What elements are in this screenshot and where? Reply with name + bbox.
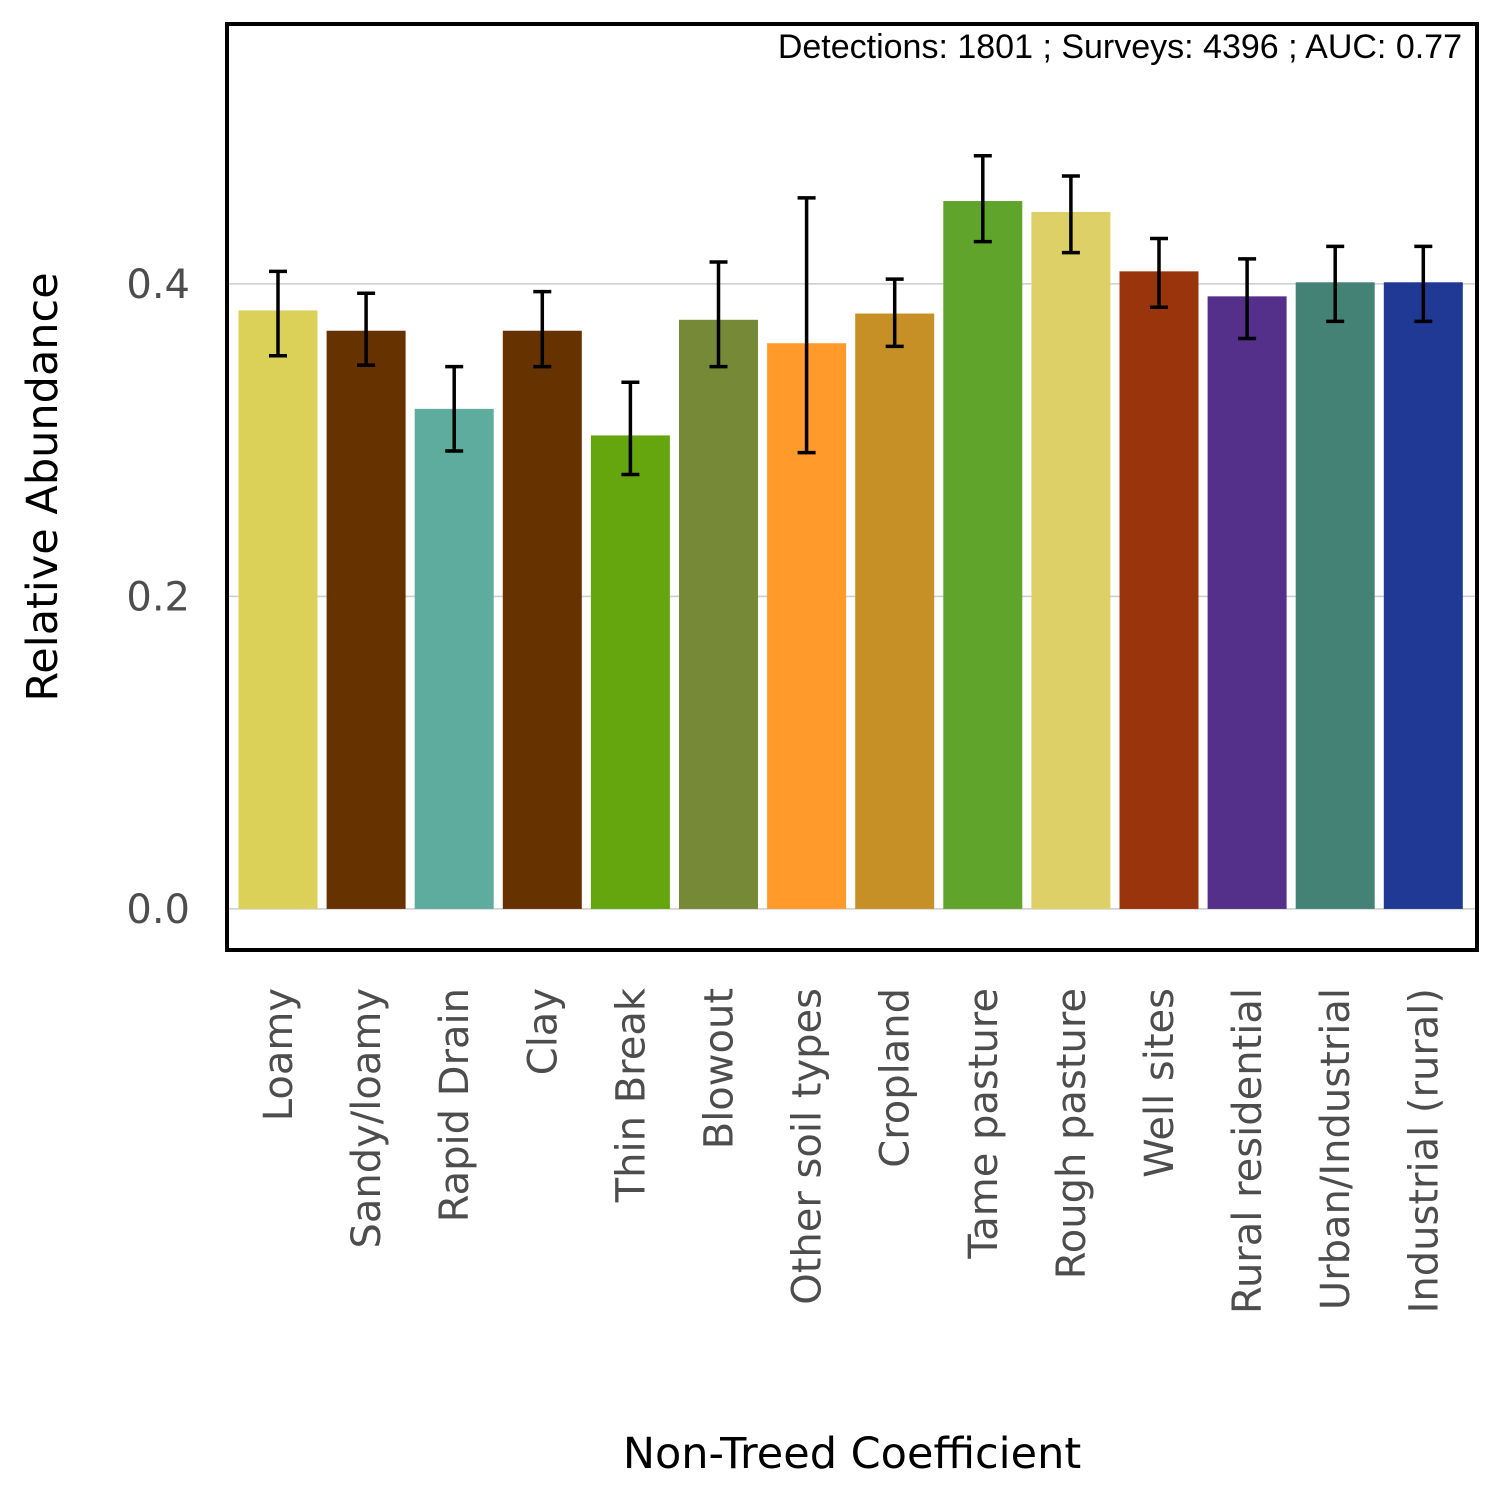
bar-10 [1119, 271, 1199, 909]
x-tick-label-5: Blowout [697, 988, 743, 1149]
x-tick-label-7: Cropland [873, 988, 919, 1168]
error-bar-4 [621, 380, 640, 477]
error-bar-0 [269, 269, 287, 358]
y-tick-label-0: 0.0 [126, 887, 190, 933]
bar-3 [502, 330, 582, 909]
error-bar-10 [1150, 236, 1168, 310]
x-tick-label-3: Clay [520, 988, 566, 1075]
x-tick-label-11: Rural residential [1225, 988, 1271, 1314]
x-tick-label-10: Well sites [1137, 988, 1183, 1178]
error-bar-6 [797, 196, 816, 455]
plot-frame [225, 22, 1479, 952]
error-bar-5 [709, 260, 728, 369]
error-bar-7 [885, 277, 904, 349]
error-bar-9 [1061, 174, 1080, 255]
error-bar-3 [533, 289, 552, 369]
y-axis-ticks: 0.0 0.2 0.4 [126, 262, 190, 933]
bar-0 [238, 310, 318, 909]
bar-12 [1295, 282, 1375, 909]
x-tick-label-9: Rough pasture [1049, 988, 1095, 1279]
error-bar-8 [973, 153, 992, 244]
x-tick-label-8: Tame pasture [961, 988, 1007, 1260]
error-bar-13 [1414, 244, 1433, 324]
y-tick-label-2: 0.4 [126, 262, 190, 308]
x-tick-label-6: Other soil types [785, 988, 831, 1305]
annotation-text: Detections: 1801 ; Surveys: 4396 ; AUC: … [778, 28, 1462, 66]
bars [238, 201, 1463, 909]
error-bar-1 [357, 291, 376, 367]
bar-8 [943, 201, 1023, 909]
bar-7 [855, 313, 935, 909]
x-tick-label-1: Sandy/loamy [344, 988, 390, 1249]
bar-4 [590, 435, 670, 909]
bar-5 [679, 319, 758, 909]
x-tick-label-4: Thin Break [608, 987, 654, 1203]
error-bar-12 [1326, 244, 1345, 324]
x-axis-labels: Loamy Sandy/loamy Rapid Drain Clay Thin Brea… [256, 987, 1447, 1314]
x-tick-label-13: Industrial (rural) [1401, 988, 1447, 1313]
error-bars [269, 153, 1433, 477]
x-tick-label-12: Urban/Industrial [1313, 988, 1359, 1310]
bar-13 [1383, 282, 1463, 909]
error-bar-11 [1238, 257, 1257, 341]
x-axis-title: Non-Treed Coefficient [623, 1429, 1081, 1479]
bar-2 [414, 408, 494, 909]
y-axis-title: Relative Abundance [18, 272, 68, 701]
x-tick-label-0: Loamy [256, 988, 302, 1121]
bar-11 [1207, 296, 1287, 909]
bar-9 [1031, 211, 1111, 909]
error-bar-2 [445, 364, 464, 453]
bar-1 [326, 330, 406, 909]
x-tick-label-2: Rapid Drain [432, 988, 478, 1222]
y-tick-label-1: 0.2 [126, 574, 190, 620]
